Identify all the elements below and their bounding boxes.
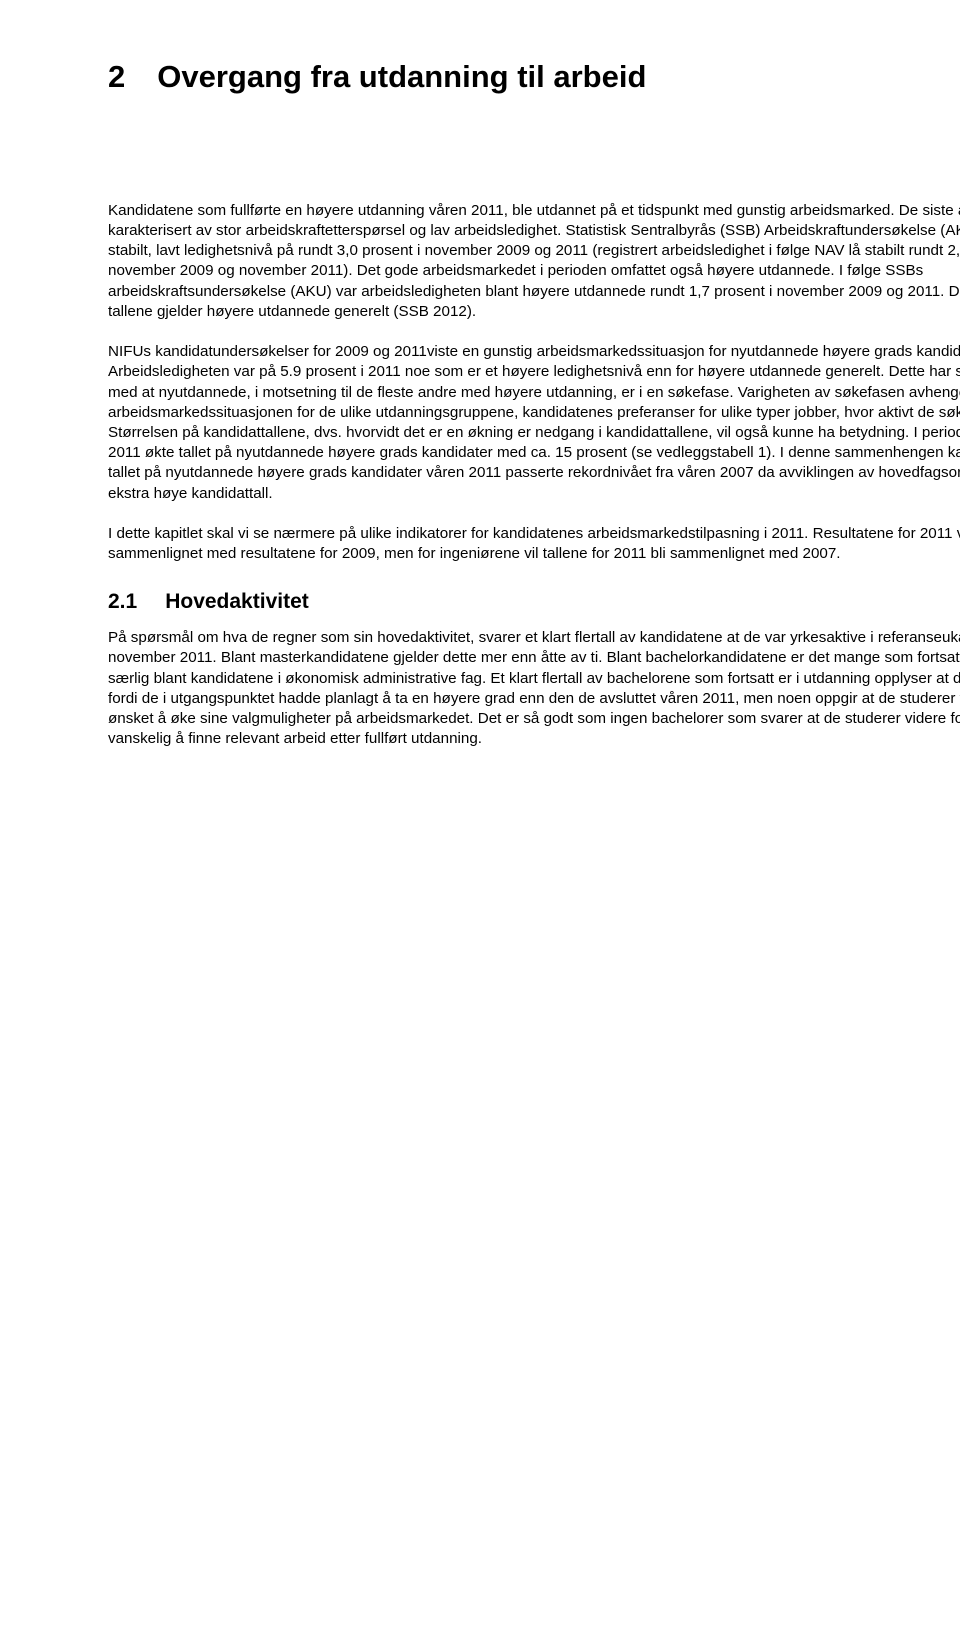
paragraph-4: På spørsmål om hva de regner som sin hov… xyxy=(108,628,960,749)
section-title: Hovedaktivitet xyxy=(165,590,309,613)
chapter-title: Overgang fra utdanning til arbeid xyxy=(157,59,646,94)
chapter-number: 2 xyxy=(108,58,125,97)
chapter-heading: 2 Overgang fra utdanning til arbeid xyxy=(108,58,960,97)
section-number: 2.1 xyxy=(108,590,137,614)
page: { "chapter": { "number": "2", "title": "… xyxy=(108,58,960,1597)
section-heading: 2.1 Hovedaktivitet xyxy=(108,590,960,614)
section-body: På spørsmål om hva de regner som sin hov… xyxy=(108,628,960,749)
paragraph-3: I dette kapitlet skal vi se nærmere på u… xyxy=(108,524,960,564)
paragraph-1: Kandidatene som fullførte en høyere utda… xyxy=(108,201,960,322)
paragraph-2: NIFUs kandidatundersøkelser for 2009 og … xyxy=(108,342,960,504)
body-text: Kandidatene som fullførte en høyere utda… xyxy=(108,201,960,565)
